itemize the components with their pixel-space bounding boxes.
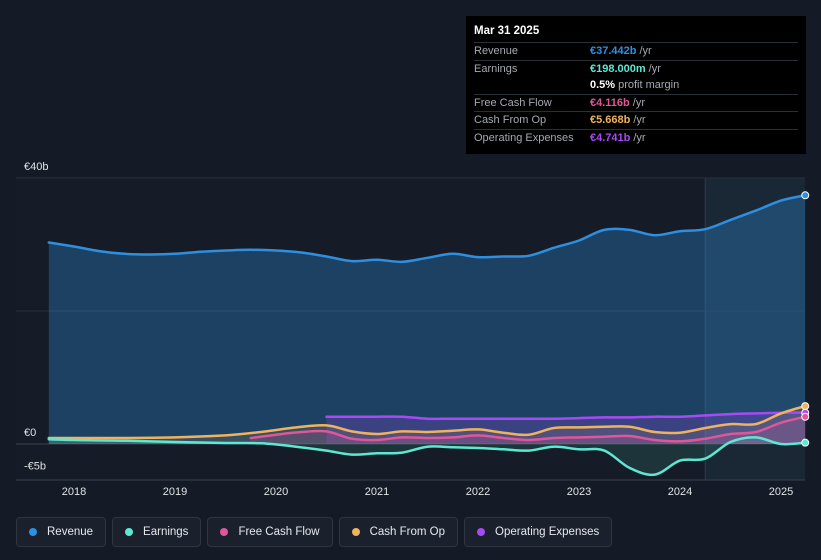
revenue-line — [47, 194, 807, 264]
tooltip-row-unit: /yr — [633, 131, 646, 144]
tooltip-row-unit: /yr — [648, 62, 661, 75]
tooltip-row: Cash From Op €5.668b/yr — [474, 111, 798, 129]
operating-expenses-line — [325, 411, 807, 421]
tooltip-panel: Mar 31 2025 Revenue €37.442b/yr Earnings €1… — [466, 16, 806, 154]
tooltip-row: Earnings €198.000m/yr — [474, 59, 798, 78]
tooltip-row-value: 0.5% — [590, 79, 616, 91]
tooltip-row-label: Free Cash Flow — [474, 96, 552, 109]
legend-item-cash-from-op[interactable]: Cash From Op — [338, 517, 459, 547]
legend-label: Earnings — [143, 526, 189, 538]
legend-dot-icon — [351, 528, 360, 536]
tooltip-row-label: Operating Expenses — [474, 131, 574, 144]
tooltip-row-label: Revenue — [474, 45, 519, 57]
legend-label: Cash From Op — [369, 526, 446, 538]
legend-dot-icon — [220, 528, 229, 536]
free-cash-flow-endpoint — [801, 412, 810, 421]
legend-item-earnings[interactable]: Earnings — [112, 517, 202, 547]
cash-from-op-line — [47, 404, 807, 440]
earnings-endpoint — [801, 438, 810, 447]
x-tick-label: 2025 — [769, 486, 793, 498]
legend: Revenue Earnings Free Cash Flow Cash From O… — [16, 517, 613, 547]
recent-period-highlight — [705, 178, 805, 480]
tooltip-row: Operating Expenses €4.741b/yr — [474, 128, 798, 147]
legend-item-operating-expenses[interactable]: Operating Expenses — [464, 517, 613, 547]
earnings-line — [47, 436, 807, 477]
free-cash-flow-line — [249, 415, 807, 443]
tooltip-rows: Revenue €37.442b/yr Earnings €198.000m/yr 0.… — [474, 42, 798, 146]
series-endpoints — [801, 191, 810, 447]
legend-label: Operating Expenses — [495, 526, 600, 538]
x-axis-labels: 2018 2019 2020 2021 2022 2023 2024 2025 — [62, 486, 793, 498]
legend-label: Revenue — [47, 526, 94, 538]
legend-dot-icon — [125, 528, 134, 536]
revenue-area — [48, 195, 806, 444]
revenue-endpoint — [801, 191, 810, 200]
y-tick-label: €40b — [24, 161, 48, 173]
tooltip-row: 0.5% profit margin — [474, 77, 798, 94]
earnings-area — [48, 437, 806, 475]
tooltip-row: Revenue €37.442b/yr — [474, 42, 798, 60]
series-lines — [47, 194, 807, 477]
gridlines — [16, 177, 805, 481]
tooltip-row-unit: /yr — [639, 45, 652, 57]
legend-dot-icon — [477, 528, 486, 536]
tooltip-row-value: €5.668b — [590, 114, 631, 126]
tooltip-row-value: €198.000m — [590, 62, 646, 75]
legend-dot-icon — [29, 528, 37, 536]
tooltip-row-value: €37.442b — [590, 45, 637, 57]
x-tick-label: 2018 — [62, 486, 86, 498]
tooltip-row-label: Cash From Op — [474, 114, 547, 126]
tooltip-row-value: €4.741b — [590, 131, 631, 144]
tooltip-row-label: Earnings — [474, 62, 518, 75]
plot-background — [16, 178, 805, 480]
x-tick-label: 2019 — [163, 486, 187, 498]
cash-from-op-endpoint — [801, 402, 810, 411]
x-tick-label: 2024 — [668, 486, 692, 498]
x-tick-label: 2021 — [365, 486, 389, 498]
free-cash-flow-area — [250, 416, 806, 444]
tooltip-row-unit: /yr — [633, 114, 646, 126]
y-axis-labels: €40b €0 -€5b — [24, 161, 48, 472]
x-tick-label: 2020 — [264, 486, 288, 498]
legend-item-revenue[interactable]: Revenue — [16, 517, 107, 547]
tooltip-date: Mar 31 2025 — [474, 25, 540, 37]
y-tick-label: €0 — [24, 427, 36, 439]
tooltip-row-label — [474, 77, 590, 94]
legend-item-free-cash-flow[interactable]: Free Cash Flow — [207, 517, 333, 547]
tooltip-row-value: €4.116b — [590, 96, 630, 109]
x-tick-label: 2023 — [567, 486, 591, 498]
tooltip-row-unit: /yr — [632, 96, 645, 109]
tooltip-row: Free Cash Flow €4.116b/yr — [474, 93, 798, 112]
legend-label: Free Cash Flow — [238, 526, 320, 538]
x-tick-label: 2022 — [466, 486, 490, 498]
chart: €40b€0-€5b 2018 2019 2020 2021 2022 2023 2024 2… — [16, 161, 810, 498]
y-tick-label: -€5b — [24, 460, 46, 472]
tooltip-row-unit: profit margin — [618, 79, 680, 91]
